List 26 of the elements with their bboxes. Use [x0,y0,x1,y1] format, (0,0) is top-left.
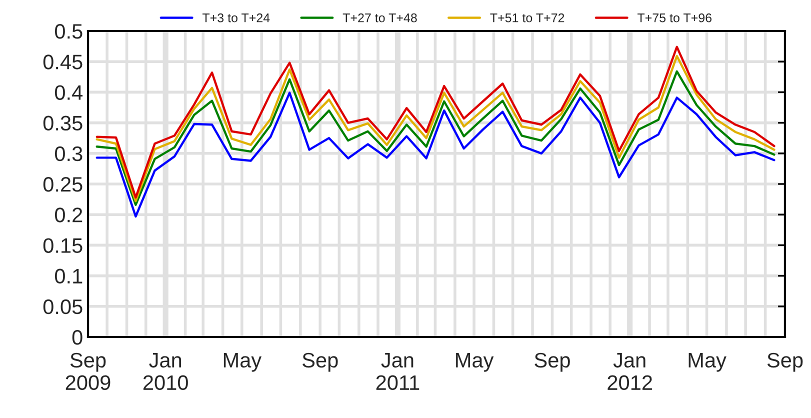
y-tick-label: 0.1 [54,268,82,284]
y-tick-label: 0.45 [43,54,82,70]
legend-label: T+3 to T+24 [202,13,270,22]
legend-label: T+51 to T+72 [490,13,564,22]
x-tick-label: Sep 2009 [66,352,110,390]
y-tick-label: 0.5 [54,24,82,39]
y-tick-label: 0 [72,330,82,345]
x-tick-label: Sep [302,352,338,372]
x-tick-label: Sep [767,352,803,372]
y-tick-label: 0.35 [43,116,82,131]
x-tick-label: Jan 2012 [608,353,652,390]
x-tick-label: May [456,353,494,372]
x-tick-label: May [688,353,726,372]
y-tick-label: 0.2 [54,208,82,222]
y-tick-label: 0.25 [43,177,82,192]
legend-label: T+27 to T+48 [342,13,417,22]
legend-label: T+75 to T+96 [638,13,712,22]
y-tick-label: 0.05 [43,299,82,314]
y-tick-label: 0.3 [54,146,82,162]
x-tick-label: May [224,353,262,372]
x-tick-label: Jan 2011 [376,353,420,390]
y-tick-label: 0.4 [54,85,83,100]
line-series [96,92,776,218]
y-tick-label: 0.15 [43,238,82,253]
x-tick-label: Jan 2010 [143,353,188,390]
x-tick-label: Sep [534,352,570,372]
